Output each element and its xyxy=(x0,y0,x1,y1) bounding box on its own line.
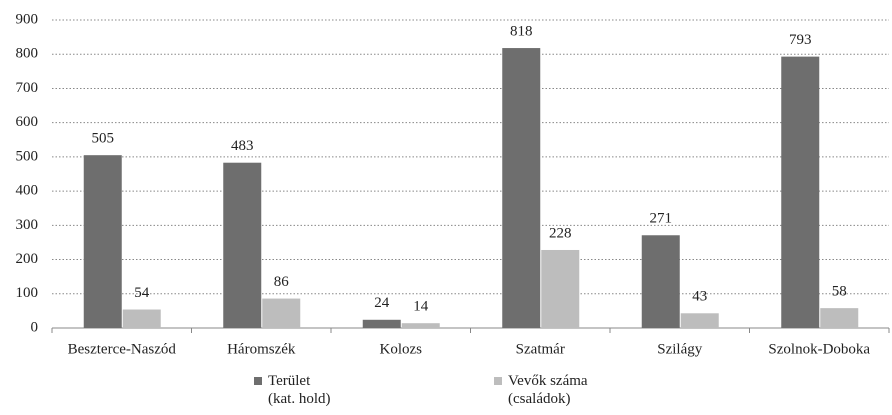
bar xyxy=(122,309,161,328)
bar xyxy=(362,319,401,328)
x-tick-label: Szatmár xyxy=(516,341,565,357)
data-label: 58 xyxy=(832,284,847,300)
x-tick-label: Szolnok-Doboka xyxy=(768,341,870,357)
legend-item: Vevők száma (családok) xyxy=(494,372,588,408)
bar xyxy=(401,323,440,328)
legend-item: Terület (kat. hold) xyxy=(254,372,330,408)
data-label: 54 xyxy=(134,285,150,301)
y-tick-label: 600 xyxy=(16,114,39,130)
y-tick-label: 900 xyxy=(16,11,39,27)
legend-swatch xyxy=(494,377,502,385)
data-label: 818 xyxy=(510,23,533,39)
data-label: 24 xyxy=(374,295,390,311)
y-tick-label: 400 xyxy=(16,183,39,199)
y-tick-label: 300 xyxy=(16,217,39,233)
x-tick-label: Szilágy xyxy=(657,341,702,357)
data-label: 228 xyxy=(549,225,572,241)
bar xyxy=(680,313,719,328)
data-label: 793 xyxy=(789,32,812,48)
x-tick-label: Kolozs xyxy=(380,341,423,357)
bar xyxy=(262,298,301,328)
bar xyxy=(502,48,541,328)
bar xyxy=(541,249,580,328)
data-label: 14 xyxy=(413,299,429,315)
legend-swatch xyxy=(254,377,262,385)
chart: 0 100 200 300 400 500 600 700 800 900 Beszterce-Na… xyxy=(16,11,890,357)
data-label: 43 xyxy=(692,289,707,305)
data-label: 271 xyxy=(650,211,673,227)
y-tick-label: 700 xyxy=(16,80,39,96)
x-tick-label: Háromszék xyxy=(227,341,296,357)
bar xyxy=(223,162,262,328)
bar xyxy=(820,308,859,328)
x-tick-label: Beszterce-Naszód xyxy=(68,341,177,357)
y-tick-label: 800 xyxy=(16,46,39,62)
bar xyxy=(781,56,820,329)
legend-label: Terület (kat. hold) xyxy=(268,373,331,407)
bar xyxy=(641,235,680,328)
y-tick-label: 200 xyxy=(16,251,39,267)
bar xyxy=(83,155,122,328)
data-label: 505 xyxy=(92,131,115,147)
data-label: 86 xyxy=(274,274,290,290)
y-tick-label: 0 xyxy=(31,319,39,335)
y-tick-label: 500 xyxy=(16,148,39,164)
y-tick-label: 100 xyxy=(16,285,39,301)
data-label: 483 xyxy=(231,138,254,154)
legend-label: Vevők száma (családok) xyxy=(508,373,588,407)
